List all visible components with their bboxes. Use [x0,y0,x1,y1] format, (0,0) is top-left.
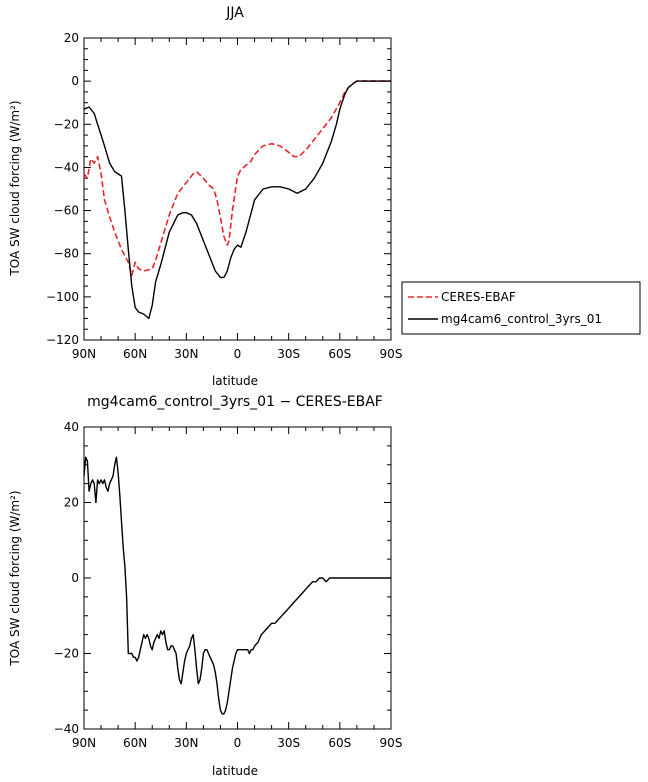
legend-label-ceres-ebaf: CERES-EBAF [441,290,516,304]
jja-ticks: 90N 60N 30N 0 30S 60S 90S 20 0 −20 −40 −60 −80 −100 −1… [46,31,402,361]
jja-xtick-label: 60S [328,347,351,361]
jja-y-axis-label: TOA SW cloud forcing (W/m²) [8,100,22,276]
difference-ytick-label: −20 [54,647,79,661]
jja-series-line-0 [83,80,391,277]
legend-box [401,281,641,335]
difference-xtick-label: 30S [277,736,300,750]
difference-chart: mg4cam6_control_3yrs_01 − CERES-EBAF 90N… [8,394,402,778]
jja-xtick-label: 30N [174,347,198,361]
jja-xtick-label: 60N [123,347,147,361]
jja-ytick-label: 20 [64,31,79,45]
difference-xtick-label: 90N [72,736,96,750]
difference-ytick-label: 40 [64,420,79,434]
difference-series-line-0 [83,456,391,715]
difference-chart-title: mg4cam6_control_3yrs_01 − CERES-EBAF [87,394,383,410]
jja-series [83,80,391,320]
difference-xtick-label: 60S [328,736,351,750]
difference-ytick-label: 0 [71,571,79,585]
jja-chart-title: JJA [225,5,244,21]
jja-ytick-label: −40 [54,160,79,174]
jja-xtick-label: 0 [234,347,242,361]
jja-x-axis-label: latitude [212,374,258,388]
difference-xtick-label: 0 [234,736,242,750]
jja-ytick-label: −20 [54,117,79,131]
jja-xtick-label: 90S [380,347,403,361]
jja-ytick-label: −60 [54,204,79,218]
jja-chart: JJA 90N 60N 30N 0 30S 60S 90S 20 0 −20 −40 −60 −80 −1… [8,5,641,388]
difference-x-axis-label: latitude [212,764,258,778]
jja-series-line-1 [83,80,391,320]
difference-xtick-label: 60N [123,736,147,750]
jja-ytick-label: 0 [71,74,79,88]
jja-ytick-label: −80 [54,247,79,261]
difference-y-axis-label: TOA SW cloud forcing (W/m²) [8,490,22,666]
difference-xtick-label: 30N [174,736,198,750]
difference-ytick-label: 20 [64,496,79,510]
jja-xtick-label: 30S [277,347,300,361]
difference-ytick-label: −40 [54,722,79,736]
jja-xtick-label: 90N [72,347,96,361]
legend-label-model: mg4cam6_control_3yrs_01 [441,312,602,326]
difference-xtick-label: 90S [380,736,403,750]
jja-ytick-label: −120 [46,333,79,347]
difference-ticks: 90N 60N 30N 0 30S 60S 90S 40 20 0 −20 −40 [54,420,403,750]
difference-series [83,456,391,715]
legend: CERES-EBAF mg4cam6_control_3yrs_01 [401,281,641,335]
jja-ytick-label: −100 [46,290,79,304]
